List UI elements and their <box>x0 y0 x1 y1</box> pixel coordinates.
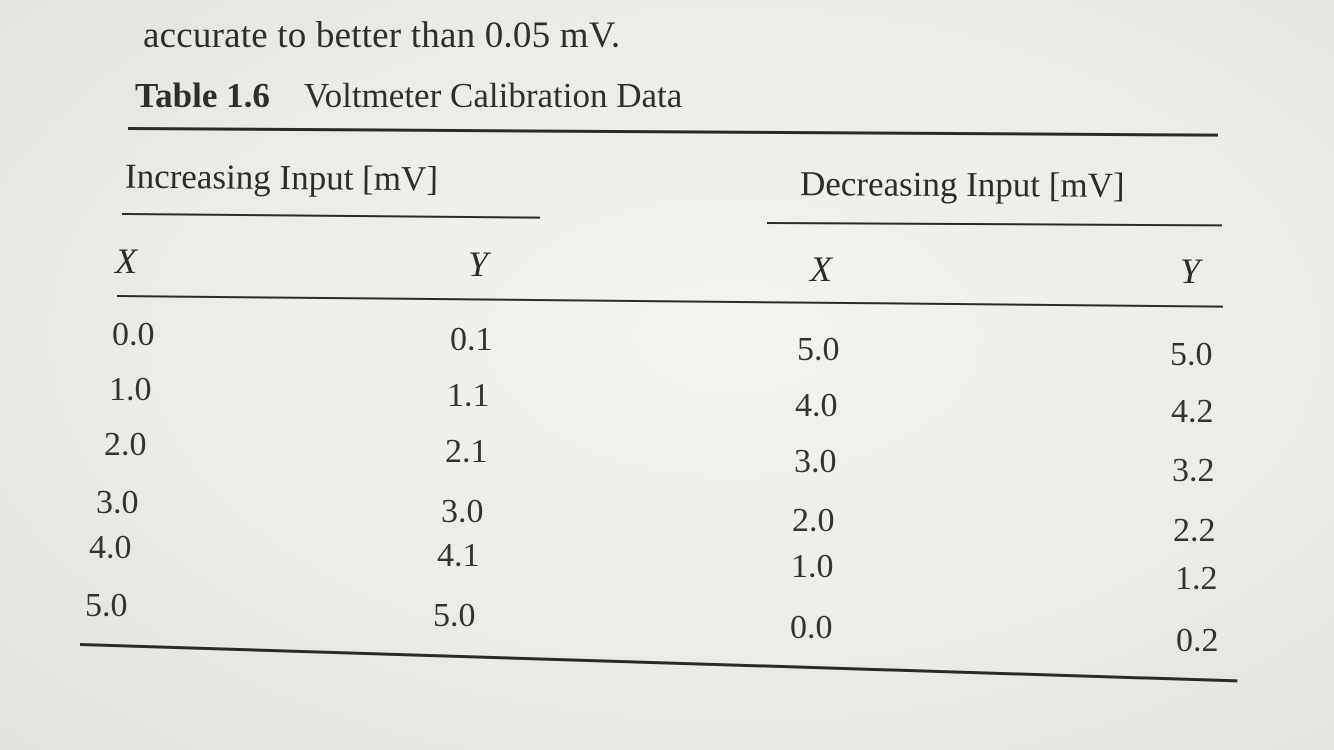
group-header-increasing: Increasing Input [mV] <box>124 156 439 199</box>
table-cell: 4.0 <box>89 529 132 566</box>
table-cell: 1.1 <box>447 377 490 414</box>
table-cell: 2.0 <box>104 426 147 463</box>
column-header-decreasing-y: Y <box>1180 251 1201 291</box>
table-cell: 5.0 <box>1170 336 1213 373</box>
group-header-decreasing: Decreasing Input [mV] <box>799 164 1125 205</box>
table-cell: 4.2 <box>1171 393 1214 430</box>
table-caption: Table 1.6 Voltmeter Calibration Data <box>135 76 682 116</box>
intro-text: accurate to better than 0.05 mV. <box>143 15 621 56</box>
table-cell: 2.1 <box>445 433 488 470</box>
header-rule <box>116 295 1223 308</box>
column-header-decreasing-x: X <box>810 249 832 289</box>
column-header-increasing-x: X <box>115 241 137 281</box>
column-header-increasing-y: Y <box>468 244 489 284</box>
table-cell: 5.0 <box>85 587 128 624</box>
table-cell: 4.1 <box>437 537 480 574</box>
table-cell: 1.2 <box>1175 560 1218 597</box>
table-cell: 5.0 <box>433 597 476 634</box>
table-top-rule <box>127 127 1218 137</box>
table-bottom-rule <box>79 643 1238 683</box>
table-cell: 3.2 <box>1172 452 1215 489</box>
table-cell: 2.2 <box>1173 512 1216 549</box>
table-cell: 4.0 <box>795 387 838 424</box>
table-cell: 2.0 <box>792 502 835 539</box>
group-rule-decreasing <box>766 222 1222 227</box>
table-cell: 0.0 <box>790 609 833 646</box>
table-cell: 3.0 <box>96 484 139 521</box>
table-cell: 3.0 <box>794 443 837 480</box>
table-cell: 1.0 <box>791 548 834 585</box>
table-cell: 3.0 <box>441 493 484 530</box>
table-cell: 0.0 <box>112 316 155 353</box>
table-cell: 1.0 <box>109 371 152 408</box>
table-title: Voltmeter Calibration Data <box>303 76 683 115</box>
table-cell: 0.2 <box>1176 622 1219 659</box>
group-rule-increasing <box>121 213 540 219</box>
table-cell: 5.0 <box>797 331 840 368</box>
table-number: Table 1.6 <box>135 76 270 115</box>
table-cell: 0.1 <box>450 321 493 358</box>
